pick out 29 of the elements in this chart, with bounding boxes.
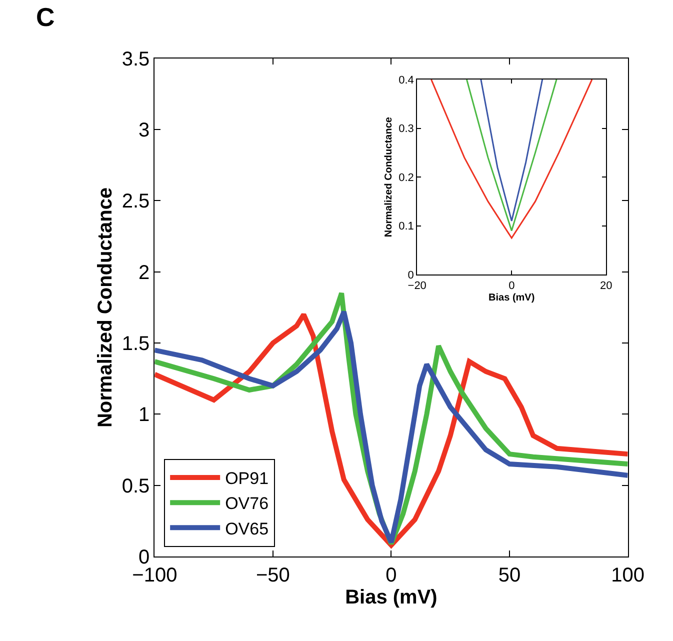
y-tick-label: 0.1	[398, 220, 414, 233]
legend-label: OV65	[225, 519, 269, 538]
y-tick-label: 0.5	[122, 475, 150, 498]
legend-label: OV76	[225, 494, 269, 514]
y-tick-label: 0.4	[398, 74, 414, 86]
y-tick-label: 1	[138, 404, 150, 426]
line-series	[466, 80, 558, 232]
y-tick-label: 3.5	[122, 48, 150, 70]
line-series	[430, 80, 593, 239]
x-tick-label: 20	[600, 280, 612, 292]
x-tick-label: −20	[408, 280, 426, 292]
y-tick-label: 3	[138, 119, 150, 142]
y-axis-title: Normalized Conductance	[384, 116, 395, 238]
y-tick-label: 1.5	[122, 333, 150, 356]
y-tick-label: 0.2	[398, 172, 414, 184]
x-axis-title: Bias (mV)	[488, 292, 535, 304]
x-tick-label: 50	[498, 564, 521, 587]
y-tick-label: 0	[408, 269, 414, 282]
text: C	[36, 2, 55, 32]
y-tick-label: 2	[138, 262, 150, 284]
x-tick-label: −50	[256, 564, 290, 587]
x-axis-title: Bias (mV)	[345, 586, 438, 609]
legend-label: OP91	[225, 469, 269, 488]
x-tick-label: 100	[611, 564, 644, 587]
y-tick-label: 0.3	[398, 123, 414, 136]
y-axis-title: Normalized Conductance	[94, 187, 116, 428]
x-tick-label: 0	[508, 280, 515, 292]
y-tick-label: 2.5	[122, 190, 150, 213]
line-series	[480, 80, 544, 222]
